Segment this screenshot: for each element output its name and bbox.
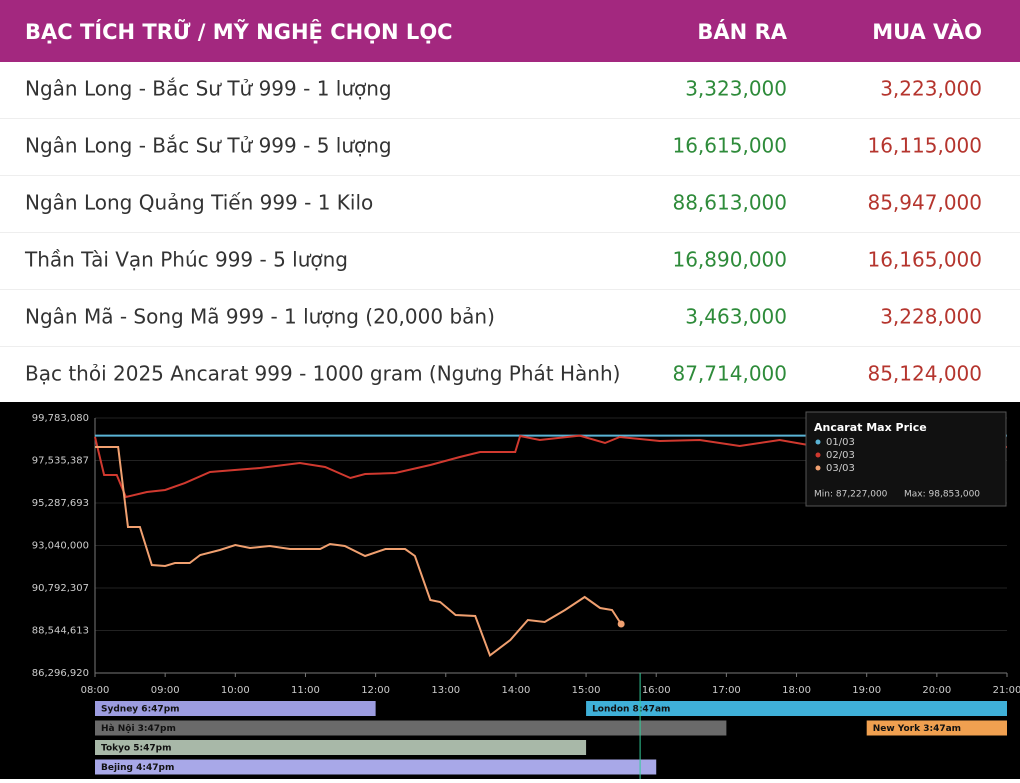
legend-swatch <box>815 452 821 458</box>
price-cell: 3,228,000 <box>880 305 982 329</box>
price-cell: 85,947,000 <box>867 191 982 215</box>
price-cell: 87,714,000 <box>672 362 787 386</box>
price-cell: 85,124,000 <box>867 362 982 386</box>
legend-swatch <box>815 465 821 471</box>
price-cell: 3,223,000 <box>880 77 982 101</box>
price-cell: 3,323,000 <box>685 77 787 101</box>
session-label: New York 3:47am <box>873 724 961 734</box>
x-tick-label: 19:00 <box>852 685 881 696</box>
column-header: BÁN RA <box>697 19 787 44</box>
legend-label: 02/03 <box>826 450 855 461</box>
product-name: Bạc thỏi 2025 Ancarat 999 - 1000 gram (N… <box>25 362 620 386</box>
legend-swatch <box>815 439 821 445</box>
y-tick-label: 86,296,920 <box>32 668 89 679</box>
legend-min: Min: 87,227,000 <box>814 490 888 500</box>
y-tick-label: 90,792,307 <box>32 583 89 594</box>
price-cell: 16,115,000 <box>867 134 982 158</box>
legend-label: 01/03 <box>826 437 855 448</box>
x-tick-label: 10:00 <box>221 685 250 696</box>
x-tick-label: 21:00 <box>993 685 1020 696</box>
x-tick-label: 17:00 <box>712 685 741 696</box>
x-tick-label: 16:00 <box>642 685 671 696</box>
column-header: MUA VÀO <box>872 19 982 44</box>
x-tick-label: 14:00 <box>502 685 531 696</box>
session-bar <box>95 759 657 775</box>
legend-title: Ancarat Max Price <box>814 421 927 434</box>
legend-label: 03/03 <box>826 463 855 474</box>
x-tick-label: 11:00 <box>291 685 320 696</box>
product-name: Ngân Mã - Song Mã 999 - 1 lượng (20,000 … <box>25 305 495 329</box>
y-tick-label: 97,535,387 <box>32 456 89 467</box>
y-tick-label: 93,040,000 <box>32 541 89 552</box>
session-label: London 8:47am <box>592 705 670 715</box>
product-name: Thần Tài Vạn Phúc 999 - 5 lượng <box>24 248 348 272</box>
price-cell: 16,165,000 <box>867 248 982 272</box>
x-tick-label: 20:00 <box>922 685 951 696</box>
price-cell: 16,615,000 <box>672 134 787 158</box>
legend-max: Max: 98,853,000 <box>904 490 980 500</box>
session-label: Bejing 4:47pm <box>101 763 174 773</box>
y-tick-label: 99,783,080 <box>32 413 89 424</box>
product-name: Ngân Long Quảng Tiến 999 - 1 Kilo <box>25 191 373 215</box>
legend-box <box>805 411 1007 507</box>
x-tick-label: 15:00 <box>572 685 601 696</box>
x-tick-label: 13:00 <box>431 685 460 696</box>
price-cell: 3,463,000 <box>685 305 787 329</box>
session-bar <box>95 701 376 716</box>
session-label: Tokyo 5:47pm <box>101 744 172 754</box>
line-series <box>95 446 622 658</box>
x-tick-label: 08:00 <box>81 685 110 696</box>
session-bar <box>95 720 727 736</box>
price-cell: 16,890,000 <box>672 248 787 272</box>
session-bar <box>866 720 1007 736</box>
product-name: Ngân Long - Bắc Sư Tử 999 - 1 lượng <box>25 77 392 101</box>
session-label: Sydney 6:47pm <box>101 705 180 715</box>
session-bar <box>95 740 587 755</box>
x-tick-label: 09:00 <box>151 685 180 696</box>
column-header: BẠC TÍCH TRỮ / MỸ NGHỆ CHỌN LỌC <box>25 18 453 44</box>
line-series <box>94 434 1007 499</box>
price-cell: 88,613,000 <box>672 191 787 215</box>
session-label: Hà Nội 3:47pm <box>101 724 176 734</box>
session-bar <box>586 701 1007 716</box>
x-tick-label: 12:00 <box>361 685 390 696</box>
end-dot <box>617 620 625 628</box>
y-tick-label: 95,287,693 <box>32 498 89 509</box>
x-tick-label: 18:00 <box>782 685 811 696</box>
table-header-bg <box>0 0 1020 62</box>
product-name: Ngân Long - Bắc Sư Tử 999 - 5 lượng <box>25 134 392 158</box>
y-tick-label: 88,544,613 <box>32 626 89 637</box>
